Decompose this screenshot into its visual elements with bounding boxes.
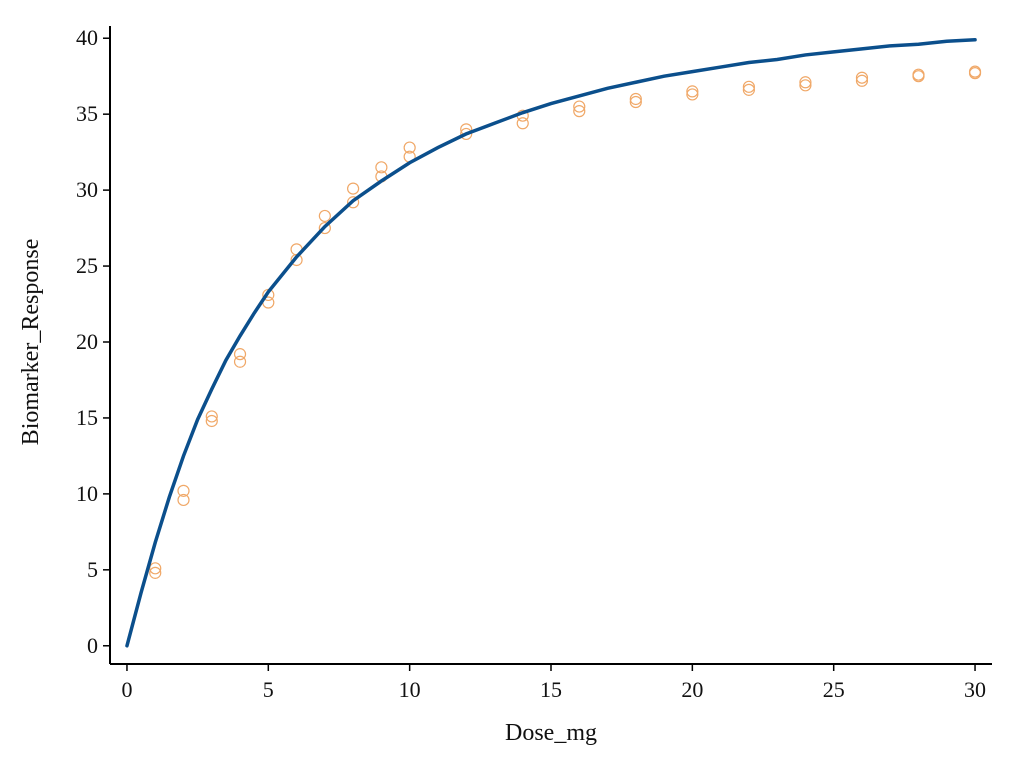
scatter-point: [855, 74, 869, 87]
scatter-point: [177, 484, 190, 497]
scatter-point: [233, 348, 247, 361]
scatter-point: [318, 209, 331, 223]
y-tick-label: 40: [76, 25, 98, 50]
scatter-point: [516, 117, 529, 130]
scatter-point: [460, 127, 473, 141]
scatter-point: [912, 70, 925, 83]
scatter-point: [686, 88, 699, 101]
scatter-point: [573, 100, 586, 113]
y-tick-label: 20: [76, 329, 98, 354]
scatter-point: [149, 566, 162, 579]
scatter-points: [149, 65, 982, 579]
scatter-point: [403, 141, 416, 154]
y-tick-label: 35: [76, 101, 98, 126]
x-tick-label: 0: [121, 677, 132, 702]
scatter-point: [742, 83, 755, 96]
x-tick-label: 10: [399, 677, 421, 702]
y-tick-label: 25: [76, 253, 98, 278]
scatter-point: [375, 161, 388, 174]
y-tick-label: 0: [87, 633, 98, 658]
y-tick-label: 10: [76, 481, 98, 506]
scatter-point: [347, 196, 360, 209]
scatter-point: [347, 182, 360, 195]
x-tick-label: 5: [263, 677, 274, 702]
y-tick-label: 5: [87, 557, 98, 582]
x-tick-label: 20: [681, 677, 703, 702]
x-axis-title: Dose_mg: [505, 720, 597, 746]
scatter-point: [233, 355, 247, 368]
scatter-point: [629, 92, 642, 106]
scatter-point: [742, 80, 755, 93]
x-axis-ticks: 0 5 10 15 20 25 30: [121, 664, 986, 702]
x-tick-label: 25: [823, 677, 845, 702]
scatter-point: [318, 221, 331, 235]
scatter-point: [205, 414, 218, 428]
scatter-point: [968, 67, 982, 80]
y-axis-ticks: 0 5 10 15 20 25 30 35 40: [76, 25, 110, 658]
scatter-point: [629, 95, 642, 109]
y-tick-label: 30: [76, 177, 98, 202]
scatter-point: [686, 85, 699, 98]
scatter-point: [799, 79, 812, 92]
scatter-point: [799, 76, 812, 89]
scatter-point: [573, 105, 586, 118]
y-axis-title: Biomarker_Response: [18, 239, 44, 446]
x-tick-label: 30: [964, 677, 986, 702]
scatter-point: [855, 71, 869, 84]
y-tick-label: 15: [76, 405, 98, 430]
x-tick-label: 15: [540, 677, 562, 702]
scatter-point: [205, 410, 218, 423]
fit-curve: [125, 38, 977, 648]
scatter-point: [177, 493, 190, 507]
